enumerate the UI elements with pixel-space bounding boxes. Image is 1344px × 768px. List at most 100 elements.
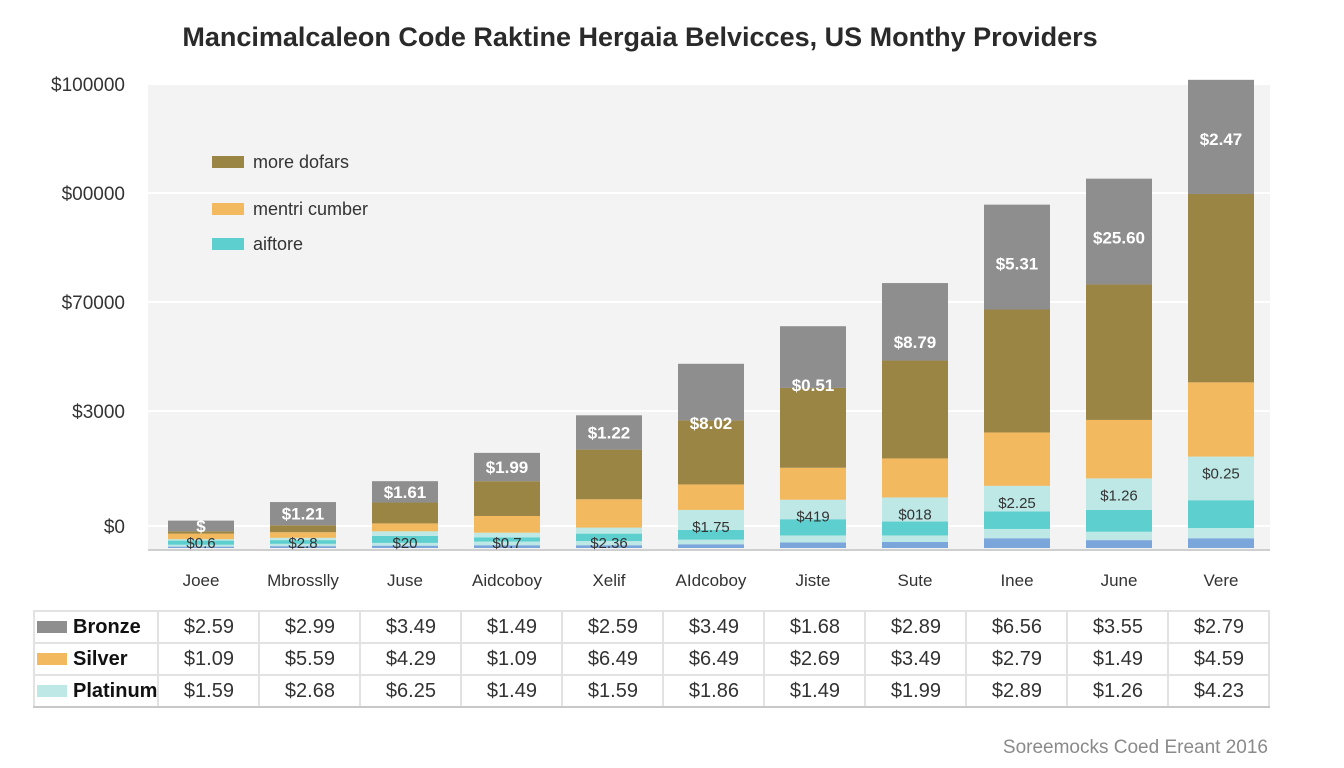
y-tick-label: $100000 (51, 75, 125, 96)
bar-segment (168, 531, 234, 534)
bar-segment (780, 326, 846, 388)
bar-segment (372, 545, 438, 548)
bar-segment (882, 360, 948, 459)
bar-data-label: $419 (796, 509, 829, 526)
legend-label: more dofars (253, 152, 349, 172)
bar-segment (780, 499, 846, 520)
bar-segment (372, 481, 438, 503)
table-cell: $1.09 (157, 642, 261, 676)
bar-segment (678, 544, 744, 548)
table-row: Platinum $1.59 $2.68 $6.25 $1.49 $1.59 $1.86 $1… (32, 674, 1271, 708)
bar-segment (576, 541, 642, 546)
table-cell: $3.49 (359, 610, 463, 644)
bar-segment (984, 309, 1050, 433)
bar-segment (270, 540, 336, 544)
y-tick-label: $0 (104, 517, 125, 538)
bar-top-label: $1.22 (588, 423, 631, 442)
x-tick-label: Mbrosslly (267, 571, 339, 590)
bar-top-label: $5.31 (996, 255, 1039, 274)
legend-swatch (212, 156, 244, 168)
bar-segment (984, 511, 1050, 529)
bar-segment (882, 283, 948, 361)
table-row: Bronze $2.59 $2.99 $3.49 $1.49 $2.59 $3.49 $1.6… (32, 610, 1271, 644)
bar-segment (1086, 178, 1152, 285)
bar-segment (1086, 419, 1152, 479)
bar-segment (678, 420, 744, 485)
table-cell: $6.49 (561, 642, 665, 676)
table-cell: $2.69 (763, 642, 867, 676)
bar-top-label: $1.21 (282, 505, 325, 524)
table-cell: $2.59 (561, 610, 665, 644)
y-tick-label: $70000 (62, 293, 125, 314)
bar-segment (1188, 538, 1254, 548)
bar-segment (372, 502, 438, 524)
chart-title: Mancimalcaleon Code Raktine Hergaia Belv… (182, 22, 1098, 52)
bar-segment (474, 545, 540, 548)
bar-segment (780, 535, 846, 543)
row-color-swatch (37, 685, 67, 698)
bar-segment (984, 204, 1050, 310)
bar-data-label: $1.26 (1100, 487, 1138, 504)
bar-segment (474, 532, 540, 538)
bar-data-label: $2.8 (288, 535, 317, 552)
row-name: Platinum (73, 679, 158, 702)
table-cell: $6.25 (359, 674, 463, 708)
bar-segment (168, 544, 234, 547)
table-row-header: Silver (32, 642, 160, 676)
table-cell: $3.55 (1066, 610, 1170, 644)
bar-segment (780, 467, 846, 500)
bar-segment (882, 521, 948, 536)
x-tick-label: Juse (387, 571, 423, 590)
bar-data-label: $2.36 (590, 535, 628, 552)
y-tick-label: $00000 (62, 184, 125, 205)
bar-segment (1188, 500, 1254, 529)
bar-segment (1086, 531, 1152, 541)
legend: more dofars mentri cumber aiftore (212, 152, 368, 254)
row-color-swatch (37, 621, 67, 634)
price-table: Bronze $2.59 $2.99 $3.49 $1.49 $2.59 $3.49 $1.6… (32, 610, 1271, 708)
row-name: Bronze (73, 615, 141, 638)
table-cell: $3.49 (864, 642, 968, 676)
bar-top-label: $1.99 (486, 458, 529, 477)
bar-segment (678, 539, 744, 545)
bar-segment (474, 481, 540, 516)
table-cell: $2.99 (258, 610, 362, 644)
table-cell: $5.59 (258, 642, 362, 676)
bar-segment (882, 458, 948, 498)
table-cell: $1.26 (1066, 674, 1170, 708)
bar-segment (882, 497, 948, 522)
bar-top-label: $8.79 (894, 333, 937, 352)
bar-segment (372, 542, 438, 546)
table-row-header: Bronze (32, 610, 160, 644)
table-cell: $4.29 (359, 642, 463, 676)
table-cell: $2.79 (965, 642, 1069, 676)
x-tick-label: June (1101, 571, 1138, 590)
bar-segment (984, 528, 1050, 539)
bar-segment (168, 546, 234, 548)
x-tick-label: Joee (183, 571, 220, 590)
bar-data-label: $0.6 (186, 535, 215, 552)
table-cell: $2.59 (157, 610, 261, 644)
table-cell: $2.89 (864, 610, 968, 644)
bar-segment (372, 535, 438, 543)
x-tick-label: Jiste (796, 571, 831, 590)
legend-label: mentri cumber (253, 199, 368, 219)
bar-segment (780, 519, 846, 536)
table-cell: $4.59 (1167, 642, 1271, 676)
y-tick-label: $3000 (72, 402, 125, 423)
table-cell: $1.59 (157, 674, 261, 708)
y-axis-tick-labels: $100000 $00000 $70000 $3000 $0 (51, 75, 125, 538)
bar-segment (168, 533, 234, 540)
bar-segment (882, 541, 948, 548)
bar-segment (678, 484, 744, 510)
bar-segment (168, 539, 234, 541)
table-cell: $1.09 (460, 642, 564, 676)
table-cell: $6.56 (965, 610, 1069, 644)
row-color-swatch (37, 653, 67, 666)
bar-segment (1188, 79, 1254, 194)
bar-segment (780, 387, 846, 468)
bar-segment (372, 531, 438, 536)
bar-top-label: $25.60 (1093, 229, 1145, 248)
bar-segment (780, 542, 846, 548)
bar-segment (474, 537, 540, 542)
